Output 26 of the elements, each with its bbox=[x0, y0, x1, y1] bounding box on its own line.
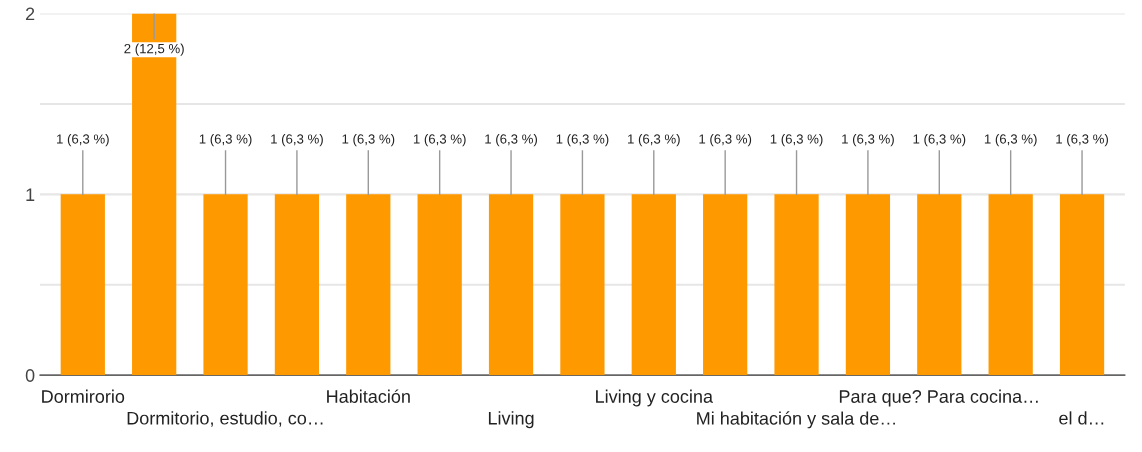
data-label: 1 (6,3 %) bbox=[699, 133, 752, 147]
x-tick-label: el d… bbox=[1059, 411, 1104, 425]
x-tick-label: Habitación bbox=[327, 389, 410, 403]
data-label: 1 (6,3 %) bbox=[556, 133, 609, 147]
x-tick-label: Para que? Para cocina… bbox=[839, 389, 1038, 407]
data-label: 1 (6,3 %) bbox=[913, 133, 966, 147]
x-tick-label: Living bbox=[488, 411, 534, 429]
data-label: 1 (6,3 %) bbox=[413, 133, 466, 147]
x-tick-label: Living y cocina bbox=[596, 389, 714, 407]
data-label: 1 (6,3 %) bbox=[199, 133, 252, 147]
data-label: 1 (6,3 %) bbox=[628, 133, 680, 147]
x-tick-label: Dormirorio bbox=[42, 389, 125, 403]
data-label: 1 (6,3 %) bbox=[842, 133, 894, 147]
y-tick-label: 2 bbox=[25, 7, 35, 21]
data-label: 1 (6,3 %) bbox=[342, 133, 395, 147]
x-tick-label: Dormitorio, estudio, co… bbox=[127, 411, 323, 427]
y-tick-label: 0 bbox=[25, 369, 35, 382]
data-label: 1 (6,3 %) bbox=[485, 133, 537, 147]
x-tick-label: Mi habitación y sala de… bbox=[697, 411, 895, 429]
data-label: 2 (12,5 %) bbox=[124, 43, 184, 56]
data-label: 1 (6,3 %) bbox=[271, 133, 323, 147]
data-label: 1 (6,3 %) bbox=[1056, 133, 1108, 147]
data-label: 1 (6,3 %) bbox=[57, 133, 109, 147]
data-label: 1 (6,3 %) bbox=[770, 133, 823, 147]
y-tick-label: 1 bbox=[26, 188, 35, 201]
data-label: 1 (6,3 %) bbox=[984, 133, 1037, 147]
